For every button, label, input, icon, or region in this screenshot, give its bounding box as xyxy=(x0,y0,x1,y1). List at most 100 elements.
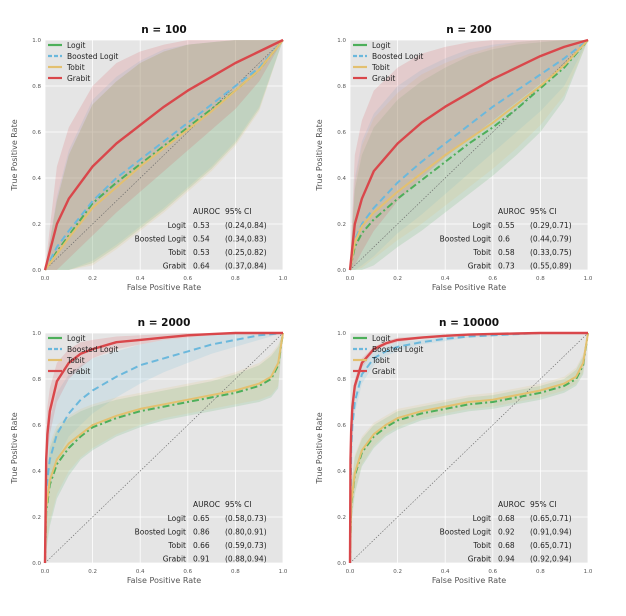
y-axis-label: True Positive Rate xyxy=(10,119,19,191)
x-tick-label: 1.0 xyxy=(279,569,288,575)
table-model-name: Boosted Logit xyxy=(440,528,491,537)
table-ci-value: (0.44,0.79) xyxy=(530,235,572,244)
chance-diagonal xyxy=(44,39,284,271)
auroc-table: AUROC 95% CI Logit 0.65 (0.58,0.73) Boosted L… xyxy=(135,500,267,564)
table-model-name: Grabit xyxy=(163,262,186,271)
legend-label: Logit xyxy=(372,334,390,343)
x-tick-label: 0.0 xyxy=(346,276,355,282)
table-auroc-value: 0.68 xyxy=(498,514,515,523)
legend: Logit Boosted Logit Tobit Grabit xyxy=(353,41,423,83)
table-auroc-value: 0.53 xyxy=(193,248,210,257)
x-tick-label: 0.0 xyxy=(41,276,50,282)
table-ci-value: (0.34,0.83) xyxy=(225,235,267,244)
legend-label: Logit xyxy=(372,41,390,50)
table-model-name: Grabit xyxy=(468,555,491,564)
table-auroc-value: 0.94 xyxy=(498,555,515,564)
chart-panel-4: 0.00.0 0.2 0.2 0.4 0.4 0.6 0.6 0.8 0.8 1.0 1.0 Fals… xyxy=(315,317,593,585)
auroc-table: AUROC 95% CI Logit 0.55 (0.29,0.71) Boosted L… xyxy=(440,207,572,271)
ci-band-boosted-logit xyxy=(45,333,283,563)
roc-line-grabit xyxy=(348,331,588,564)
x-tick-label: 0.2 xyxy=(88,276,97,282)
table-ci-value: (0.24,0.84) xyxy=(225,221,267,230)
auroc-table: AUROC 95% CI Logit 0.68 (0.65,0.71) Boosted L… xyxy=(440,500,572,564)
panel-title: n = 2000 xyxy=(138,317,191,329)
y-tick-label: 0.4 xyxy=(337,176,346,182)
x-tick-label: 0.8 xyxy=(231,569,240,575)
y-tick-label: 1.0 xyxy=(337,331,346,337)
ci-band-grabit xyxy=(350,40,588,270)
chart-panel-2: 0.00.0 0.2 0.2 0.4 0.4 0.6 0.6 0.8 0.8 1.0 1.0 Fals… xyxy=(315,24,593,292)
roc-line-logit xyxy=(44,332,284,564)
y-tick-label: 0.4 xyxy=(32,469,41,475)
chance-diagonal xyxy=(349,39,589,271)
roc-line-grabit xyxy=(43,331,283,564)
x-tick-label: 0.6 xyxy=(183,276,192,282)
table-ci-value: (0.65,0.71) xyxy=(530,514,572,523)
legend: Logit Boosted Logit Tobit Grabit xyxy=(48,41,118,83)
table-auroc-value: 0.64 xyxy=(193,262,210,271)
y-axis-label: True Positive Rate xyxy=(10,412,19,484)
table-ci-value: (0.80,0.91) xyxy=(225,528,267,537)
table-header: AUROC xyxy=(193,207,220,216)
table-ci-value: (0.88,0.94) xyxy=(225,555,267,564)
roc-line-grabit xyxy=(348,38,589,271)
table-header: 95% CI xyxy=(225,207,252,216)
chart-panel-1: 0.00.0 0.2 0.2 0.4 0.4 0.6 0.6 0.8 0.8 1.0 1.0 Fals… xyxy=(10,24,288,292)
ci-band-boosted-logit xyxy=(350,333,588,563)
legend-label: Grabit xyxy=(67,367,90,376)
table-auroc-value: 0.91 xyxy=(193,555,210,564)
y-tick-label: 0.6 xyxy=(337,423,346,429)
x-tick-label: 0.4 xyxy=(441,569,450,575)
legend-label: Grabit xyxy=(372,74,395,83)
y-tick-label: 0.2 xyxy=(32,222,41,228)
legend-label: Boosted Logit xyxy=(67,52,118,61)
legend-label: Logit xyxy=(67,334,85,343)
y-tick-label: 0.6 xyxy=(337,130,346,136)
y-tick-label: 0.0 xyxy=(32,561,41,567)
y-tick-label: 0.4 xyxy=(32,176,41,182)
table-header: AUROC xyxy=(498,207,525,216)
y-tick-label: 0.8 xyxy=(337,377,346,383)
x-tick-label: 0.8 xyxy=(536,569,545,575)
y-axis-label: True Positive Rate xyxy=(315,412,324,484)
x-tick-label: 0.6 xyxy=(488,569,497,575)
x-tick-label: 0.4 xyxy=(441,276,450,282)
table-ci-value: (0.37,0.84) xyxy=(225,262,267,271)
x-tick-label: 0.6 xyxy=(488,276,497,282)
table-auroc-value: 0.65 xyxy=(193,514,210,523)
table-auroc-value: 0.68 xyxy=(498,541,515,550)
ci-band-grabit xyxy=(45,333,283,563)
x-axis-label: False Positive Rate xyxy=(432,576,506,585)
table-model-name: Tobit xyxy=(167,248,186,257)
table-ci-value: (0.92,0.94) xyxy=(530,555,572,564)
roc-line-boosted-logit xyxy=(349,39,589,271)
panel-title: n = 200 xyxy=(446,24,492,36)
table-auroc-value: 0.73 xyxy=(498,262,515,271)
x-tick-label: 0.4 xyxy=(136,569,145,575)
legend-label: Grabit xyxy=(372,367,395,376)
roc-line-logit xyxy=(349,332,589,564)
table-auroc-value: 0.55 xyxy=(498,221,515,230)
table-model-name: Boosted Logit xyxy=(135,528,186,537)
roc-line-tobit xyxy=(349,39,589,271)
y-tick-label: 0.2 xyxy=(337,515,346,521)
roc-line-boosted-logit xyxy=(44,332,284,564)
ci-band-logit xyxy=(350,333,588,563)
x-tick-label: 0.6 xyxy=(183,569,192,575)
table-header: AUROC xyxy=(193,500,220,509)
table-auroc-value: 0.54 xyxy=(193,235,210,244)
ci-band-tobit xyxy=(350,333,588,563)
y-tick-label: 1.0 xyxy=(32,38,41,44)
legend-label: Tobit xyxy=(66,63,85,72)
x-axis-label: False Positive Rate xyxy=(127,283,201,292)
y-tick-label: 0.0 xyxy=(32,268,41,274)
table-model-name: Logit xyxy=(473,221,491,230)
ci-band-tobit xyxy=(45,333,283,563)
table-model-name: Tobit xyxy=(472,248,491,257)
y-tick-label: 0.8 xyxy=(32,377,41,383)
y-tick-label: 0.6 xyxy=(32,130,41,136)
x-tick-label: 0.8 xyxy=(231,276,240,282)
roc-line-tobit xyxy=(349,332,589,564)
table-ci-value: (0.29,0.71) xyxy=(530,221,572,230)
